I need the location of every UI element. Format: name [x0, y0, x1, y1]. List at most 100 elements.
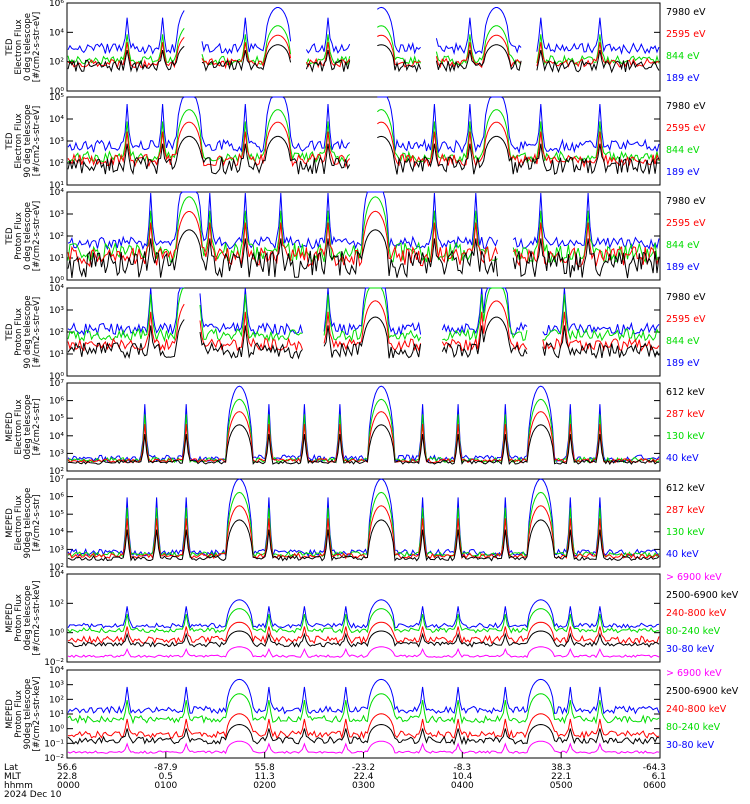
legend-entry: 612 keV — [666, 483, 705, 494]
y-axis-label-line: [#/cm2-s-str] — [32, 495, 42, 552]
footer-row-label: Lat — [4, 763, 19, 773]
series-line-3 — [67, 287, 660, 343]
legend-entry: 7980 eV — [666, 196, 706, 207]
y-tick-label: 10⁴ — [49, 28, 64, 38]
y-axis-label-line: TED — [5, 323, 15, 342]
lat-tick-label: -8.3 — [454, 763, 472, 773]
mlt-tick-label: 0.5 — [159, 772, 173, 782]
y-tick-label: 10⁴ — [49, 188, 64, 198]
y-tick-label: 10² — [49, 232, 64, 242]
legend-entry: 189 eV — [666, 358, 700, 369]
y-axis-label-line: 90deg telescope — [23, 488, 33, 559]
legend-entry: 2595 eV — [666, 218, 706, 229]
legend-entry: 30-80 keV — [666, 644, 715, 655]
legend-entry: > 6900 keV — [666, 668, 722, 679]
legend-entry: 844 eV — [666, 336, 700, 347]
y-axis-label-line: 90 deg telescope — [23, 104, 33, 177]
y-axis-label-line: 90 deg telescope — [23, 295, 33, 368]
series-line-4 — [67, 385, 660, 463]
y-axis-label-line: Proton Flux — [14, 594, 24, 642]
series-line-4 — [67, 608, 660, 634]
legend-entry: 287 keV — [666, 409, 705, 420]
y-axis-label-line: MEPED — [5, 508, 15, 538]
y-axis-label: MEPEDElectron Flux90deg telescope[#/cm2-… — [5, 488, 42, 559]
y-tick-label: 10⁻² — [44, 754, 64, 764]
lat-tick-label: -87.9 — [154, 763, 178, 773]
series-line-2 — [67, 723, 660, 746]
legend-entry: 2500-6900 keV — [666, 686, 739, 697]
y-tick-label: 10⁷ — [49, 475, 64, 485]
hhmm-tick-label: 0100 — [154, 781, 177, 791]
series-line-1 — [67, 229, 660, 279]
legend-entry: 287 keV — [666, 505, 705, 516]
series-line-3 — [67, 491, 660, 559]
y-tick-label: 10⁴ — [49, 570, 64, 580]
legend-entry: 189 eV — [666, 167, 700, 178]
y-axis-label: MEPEDProton Flux90deg telescope[#/cm2-s-… — [5, 677, 42, 752]
y-tick-label: 10¹ — [49, 710, 64, 720]
y-axis-label-line: 0deg telescope — [23, 585, 33, 650]
legend-entry: 40 keV — [666, 549, 699, 560]
y-axis-label-line: Proton Flux — [14, 308, 24, 356]
lat-tick-label: 38.3 — [551, 763, 571, 773]
y-tick-label: 10⁴ — [49, 432, 64, 442]
series-line-1 — [67, 316, 660, 360]
y-axis-label-line: [#/cm2-s-str-eV] — [32, 201, 42, 271]
y-tick-label: 10⁰ — [49, 629, 64, 639]
panel-6: 10⁷ 10⁶ 10⁵ 10⁴ 10³ 10² MEPEDElectron Flux90de… — [5, 475, 705, 573]
panel-frame — [66, 573, 661, 663]
legend-entry: 2595 eV — [666, 123, 706, 134]
panel-2: 10⁵ 10⁴ 10³ 10² 10¹ TEDElectron Flux90 deg te… — [5, 93, 706, 191]
lat-tick-label: 55.8 — [255, 763, 275, 773]
series-line-5 — [67, 678, 660, 715]
y-axis-label-line: 0deg telescope — [23, 394, 33, 459]
series-line-4 — [67, 96, 660, 155]
series-line-2 — [67, 505, 660, 560]
panel-3: 10⁴ 10³ 10² 10¹ 10⁰ TEDProton Flux0 deg teles… — [5, 188, 706, 286]
y-tick-label: 10⁰ — [49, 372, 64, 382]
y-axis-label-line: MEPED — [5, 699, 15, 729]
y-tick-label: 10² — [49, 467, 64, 477]
series-line-4 — [67, 693, 660, 725]
y-axis-label-line: [#/cm2-s-str-eV] — [32, 297, 42, 367]
y-axis-label-line: Proton Flux — [14, 212, 24, 260]
series-line-4 — [67, 6, 660, 56]
panel-frame — [66, 2, 661, 92]
legend-entry: 40 keV — [666, 453, 699, 464]
series-line-2 — [67, 34, 660, 70]
y-axis-label: TEDElectron Flux90 deg telescope[#/cm2-s… — [5, 104, 42, 177]
y-tick-label: 10¹ — [49, 254, 64, 264]
y-axis-label-line: Electron Flux — [14, 19, 24, 74]
y-axis-label-line: TED — [5, 132, 15, 151]
hhmm-tick-label: 0000 — [57, 781, 80, 791]
y-tick-label: 10² — [49, 58, 64, 68]
y-axis-label: TEDElectron Flux0 deg telescope[#/cm2-s-… — [5, 12, 42, 82]
y-tick-label: 10⁰ — [49, 87, 64, 97]
y-tick-label: 10³ — [49, 210, 64, 220]
y-axis-label-line: 0 deg telescope — [23, 202, 33, 270]
series-line-4 — [67, 191, 660, 251]
y-tick-label: 10¹ — [49, 350, 64, 360]
y-axis-label-line: Electron Flux — [14, 495, 24, 550]
y-axis-label-line: [#/cm2-s-str-keV] — [32, 677, 42, 752]
legend-entry: 844 eV — [666, 51, 700, 62]
mlt-tick-label: 6.1 — [652, 772, 666, 782]
y-axis-label-line: [#/cm2-s-str-keV] — [32, 581, 42, 656]
legend-entry: > 6900 keV — [666, 572, 722, 583]
footer-row-label: hhmm — [4, 781, 33, 791]
mlt-tick-label: 22.4 — [353, 772, 373, 782]
y-tick-label: 10⁶ — [49, 397, 64, 407]
legend-entry: 844 eV — [666, 240, 700, 251]
y-tick-label: 10⁷ — [49, 379, 64, 389]
series-line-1 — [67, 519, 660, 562]
panel-5: 10⁷ 10⁶ 10⁵ 10⁴ 10³ 10² MEPEDElectron Flux0deg… — [5, 379, 705, 477]
y-axis-label-line: TED — [5, 38, 15, 57]
y-axis-label: MEPEDProton Flux0deg telescope[#/cm2-s-s… — [5, 581, 42, 656]
legend-entry: 80-240 keV — [666, 626, 721, 637]
y-axis-label: MEPEDElectron Flux0deg telescope[#/cm2-s… — [5, 394, 42, 459]
panel-4: 10⁴ 10³ 10² 10¹ 10⁰ TEDProton Flux90 deg tele… — [5, 284, 706, 382]
series-line-1 — [67, 44, 660, 74]
y-axis-label: TEDProton Flux90 deg telescope[#/cm2-s-s… — [5, 295, 42, 368]
y-tick-label: 10⁶ — [49, 0, 64, 9]
